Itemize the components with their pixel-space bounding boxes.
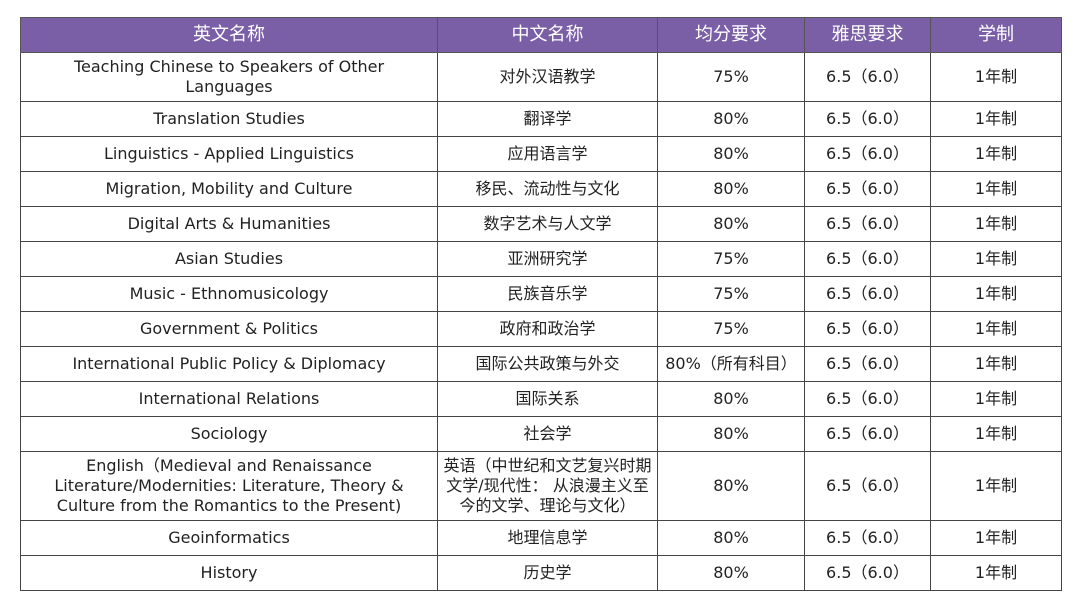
- table-cell: 1年制: [930, 276, 1062, 312]
- table-cell: 1年制: [930, 346, 1062, 382]
- table-cell: 国际公共政策与外交: [437, 346, 658, 382]
- header-cell: 学制: [930, 17, 1062, 53]
- table-cell: 6.5（6.0）: [804, 52, 931, 102]
- table-cell: History: [20, 555, 438, 591]
- table-cell: 1年制: [930, 555, 1062, 591]
- table-cell: Linguistics - Applied Linguistics: [20, 136, 438, 172]
- table-cell: 80%: [657, 520, 805, 556]
- table-cell: 80%: [657, 206, 805, 242]
- table-row: Teaching Chinese to Speakers of Other La…: [20, 52, 1062, 102]
- table-cell: 80%: [657, 136, 805, 172]
- table-cell: 数字艺术与人文学: [437, 206, 658, 242]
- table-cell: 对外汉语教学: [437, 52, 658, 102]
- table-cell: 移民、流动性与文化: [437, 171, 658, 207]
- table-cell: 75%: [657, 52, 805, 102]
- table-cell: 75%: [657, 276, 805, 312]
- table-cell: 6.5（6.0）: [804, 276, 931, 312]
- header-cell: 均分要求: [657, 17, 805, 53]
- table-row: Digital Arts & Humanities 数字艺术与人文学 80% 6.5（…: [20, 206, 1062, 242]
- table-cell: Sociology: [20, 416, 438, 452]
- table-cell: 1年制: [930, 101, 1062, 137]
- table-cell: 社会学: [437, 416, 658, 452]
- table-cell: Music - Ethnomusicology: [20, 276, 438, 312]
- table-cell: 翻译学: [437, 101, 658, 137]
- header-cell: 中文名称: [437, 17, 658, 53]
- table-cell: 80%: [657, 171, 805, 207]
- table-row: International Public Policy & Diplomacy 国…: [20, 346, 1062, 382]
- table-row: Linguistics - Applied Linguistics 应用语言学 80…: [20, 136, 1062, 172]
- table-row: Asian Studies 亚洲研究学 75% 6.5（6.0） 1年制: [20, 241, 1062, 277]
- table-cell: Migration, Mobility and Culture: [20, 171, 438, 207]
- table-cell: 6.5（6.0）: [804, 311, 931, 347]
- table-cell: 80%: [657, 416, 805, 452]
- table-cell: 6.5（6.0）: [804, 381, 931, 417]
- table-cell: Government & Politics: [20, 311, 438, 347]
- table-cell: Asian Studies: [20, 241, 438, 277]
- table-cell: 应用语言学: [437, 136, 658, 172]
- table-cell: 6.5（6.0）: [804, 241, 931, 277]
- table-cell: 国际关系: [437, 381, 658, 417]
- table-cell: 1年制: [930, 451, 1062, 521]
- table-cell: 80%: [657, 555, 805, 591]
- table-cell: Geoinformatics: [20, 520, 438, 556]
- table-cell: 1年制: [930, 52, 1062, 102]
- table-cell: 地理信息学: [437, 520, 658, 556]
- header-row: 英文名称 中文名称 均分要求 雅思要求 学制: [20, 17, 1062, 53]
- requirements-table: 英文名称 中文名称 均分要求 雅思要求 学制 Teaching Chinese to S…: [20, 17, 1062, 591]
- table-row: Geoinformatics 地理信息学 80% 6.5（6.0） 1年制: [20, 520, 1062, 556]
- table-cell: 75%: [657, 241, 805, 277]
- table-cell: 6.5（6.0）: [804, 416, 931, 452]
- table-cell: 1年制: [930, 416, 1062, 452]
- table-row: Translation Studies 翻译学 80% 6.5（6.0） 1年制: [20, 101, 1062, 137]
- table-cell: 1年制: [930, 381, 1062, 417]
- header-cell: 英文名称: [20, 17, 438, 53]
- table-row: History 历史学 80% 6.5（6.0） 1年制: [20, 555, 1062, 591]
- table-cell: 历史学: [437, 555, 658, 591]
- table-cell: 80%: [657, 451, 805, 521]
- table-cell: 6.5（6.0）: [804, 346, 931, 382]
- table-row: Government & Politics 政府和政治学 75% 6.5（6.0） 1年…: [20, 311, 1062, 347]
- table-cell: 1年制: [930, 206, 1062, 242]
- table-cell: International Relations: [20, 381, 438, 417]
- table-row: International Relations 国际关系 80% 6.5（6.0） 1年…: [20, 381, 1062, 417]
- table-cell: Digital Arts & Humanities: [20, 206, 438, 242]
- table-cell: 6.5（6.0）: [804, 520, 931, 556]
- table-row: Sociology 社会学 80% 6.5（6.0） 1年制: [20, 416, 1062, 452]
- table-cell: 6.5（6.0）: [804, 171, 931, 207]
- table-cell: 亚洲研究学: [437, 241, 658, 277]
- table-cell: International Public Policy & Diplomacy: [20, 346, 438, 382]
- table-cell: 英语（中世纪和文艺复兴时期文学/现代性： 从浪漫主义至今的文学、理论与文化）: [437, 451, 658, 521]
- table-cell: 6.5（6.0）: [804, 101, 931, 137]
- table-cell: 80%（所有科目）: [657, 346, 805, 382]
- table-cell: 1年制: [930, 136, 1062, 172]
- table-cell: English（Medieval and Renaissance Literat…: [20, 451, 438, 521]
- table-cell: 1年制: [930, 241, 1062, 277]
- table-cell: 6.5（6.0）: [804, 136, 931, 172]
- table-cell: 80%: [657, 101, 805, 137]
- table-cell: 80%: [657, 381, 805, 417]
- table-cell: 1年制: [930, 311, 1062, 347]
- table-cell: 75%: [657, 311, 805, 347]
- table-cell: 6.5（6.0）: [804, 451, 931, 521]
- table-cell: 6.5（6.0）: [804, 206, 931, 242]
- table-body: Teaching Chinese to Speakers of Other La…: [20, 52, 1062, 591]
- table-cell: 6.5（6.0）: [804, 555, 931, 591]
- table-cell: Teaching Chinese to Speakers of Other La…: [20, 52, 438, 102]
- table-cell: 1年制: [930, 520, 1062, 556]
- table-row: Migration, Mobility and Culture 移民、流动性与文化…: [20, 171, 1062, 207]
- table-row: English（Medieval and Renaissance Literat…: [20, 451, 1062, 521]
- table-cell: Translation Studies: [20, 101, 438, 137]
- header-cell: 雅思要求: [804, 17, 931, 53]
- table-row: Music - Ethnomusicology 民族音乐学 75% 6.5（6.0） 1…: [20, 276, 1062, 312]
- table-cell: 1年制: [930, 171, 1062, 207]
- table-cell: 民族音乐学: [437, 276, 658, 312]
- table-cell: 政府和政治学: [437, 311, 658, 347]
